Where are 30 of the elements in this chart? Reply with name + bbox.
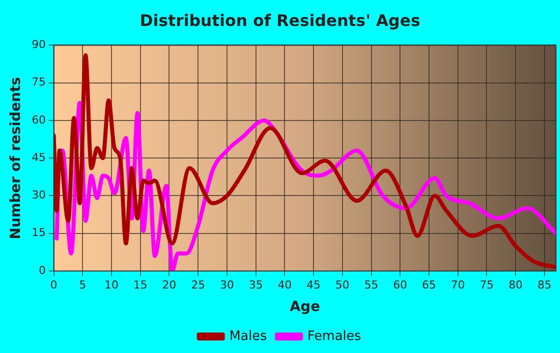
x-tick-label: 35 bbox=[248, 278, 263, 292]
x-axis-title: Age bbox=[290, 299, 320, 316]
x-tick-label: 5 bbox=[79, 278, 86, 292]
y-tick-label: 90 bbox=[32, 38, 46, 52]
y-tick-label: 0 bbox=[38, 264, 46, 277]
x-tick-label: 85 bbox=[537, 278, 552, 292]
chart-title: Distribution of Residents' Ages bbox=[140, 10, 420, 30]
x-tick-label: 60 bbox=[393, 278, 408, 292]
y-axis-title: Number of residents bbox=[8, 77, 24, 240]
x-tick-label: 55 bbox=[364, 278, 378, 292]
x-tick-label: 80 bbox=[508, 278, 523, 292]
y-tick-label: 15 bbox=[32, 226, 46, 240]
x-tick-label: 20 bbox=[162, 278, 176, 292]
y-tick-label: 75 bbox=[32, 76, 46, 89]
x-tick-label: 15 bbox=[133, 278, 148, 292]
x-tick-label: 30 bbox=[220, 278, 234, 292]
x-tick-label: 0 bbox=[50, 278, 58, 292]
x-tick-label: 50 bbox=[335, 278, 350, 292]
x-tick-label: 25 bbox=[191, 278, 206, 292]
legend-label: Males bbox=[229, 328, 268, 344]
y-tick-label: 60 bbox=[32, 113, 46, 126]
x-tick-label: 10 bbox=[104, 278, 119, 292]
legend-label: Females bbox=[307, 328, 362, 344]
x-tick-label: 40 bbox=[278, 278, 292, 292]
x-tick-label: 70 bbox=[450, 278, 465, 292]
y-tick-label: 45 bbox=[32, 150, 46, 164]
x-tick-label: 45 bbox=[306, 278, 321, 292]
y-tick-label: 30 bbox=[32, 188, 46, 202]
x-tick-label: 75 bbox=[480, 278, 494, 292]
x-tick-label: 65 bbox=[422, 278, 436, 292]
